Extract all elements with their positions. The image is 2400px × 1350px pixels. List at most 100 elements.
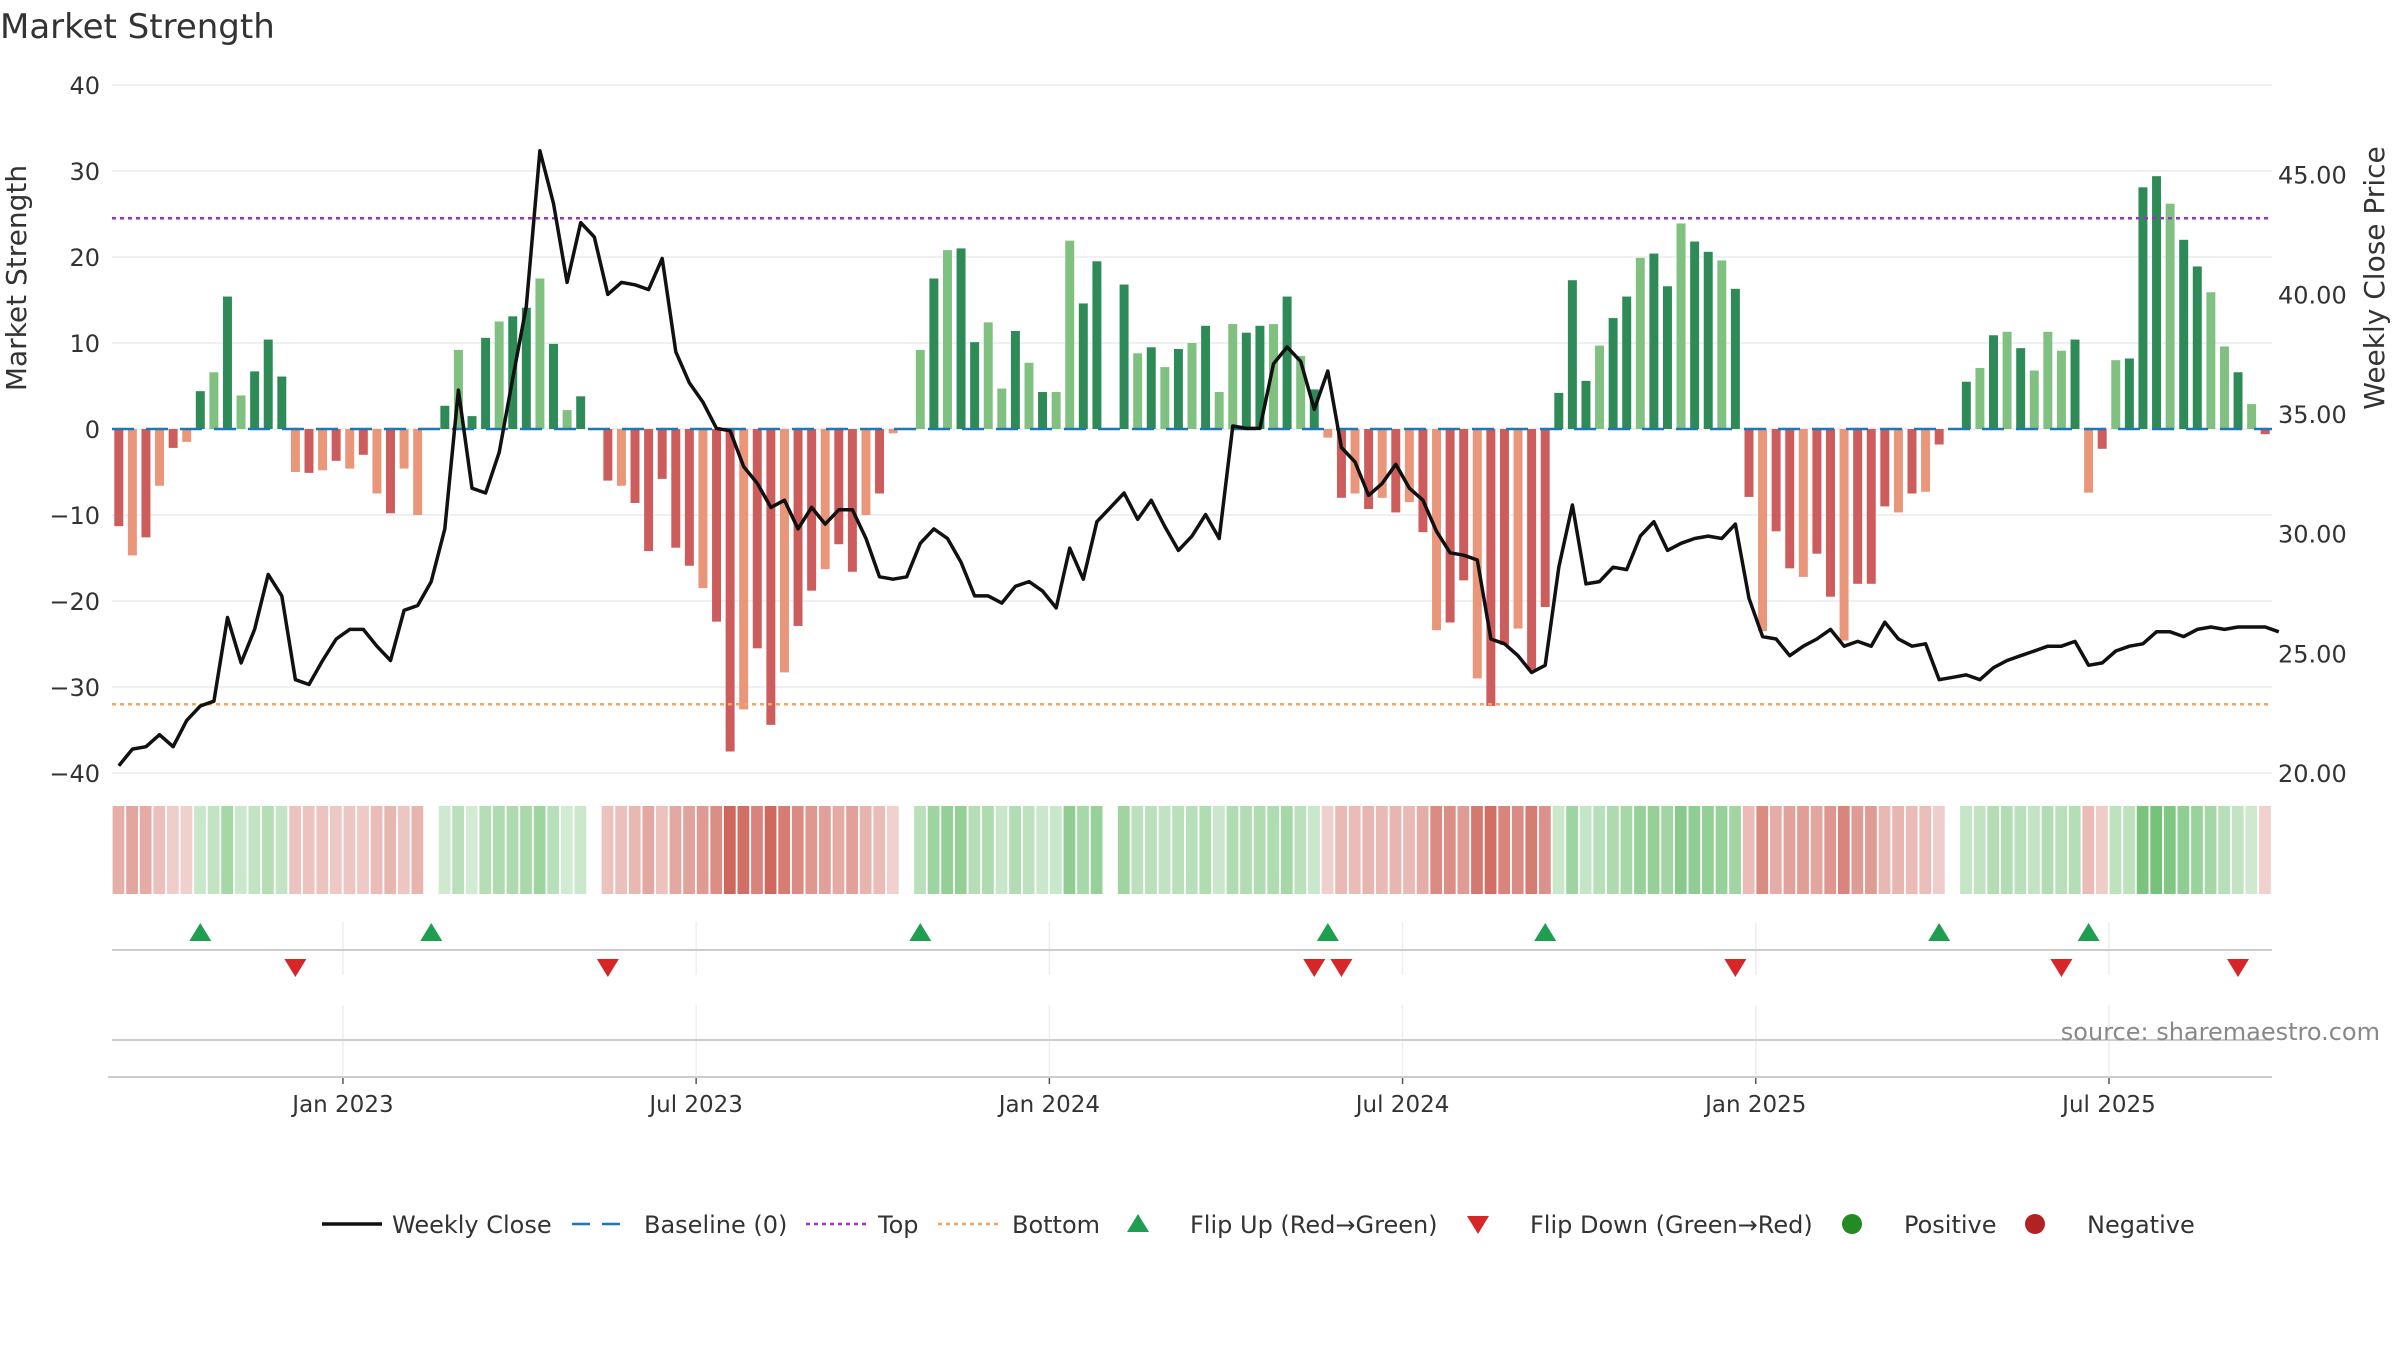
heat-cell-154 [2204,806,2217,894]
heat-cell-69 [1049,806,1062,894]
y2-tick-label-5: 20.00 [2278,760,2347,788]
strength-bar-86 [1282,296,1292,429]
strength-bar-133 [1921,429,1931,492]
heat-cell-48 [764,806,777,894]
strength-bar-116 [1690,241,1700,429]
strength-bar-24 [440,405,450,429]
heat-cell-24 [438,806,451,894]
strength-bar-4 [168,429,178,448]
heat-cell-130 [1878,806,1891,894]
x-tick-label-4: Jan 2025 [1703,1092,1806,1118]
heat-cell-46 [737,806,750,894]
strength-bar-37 [616,429,626,486]
y2-tick-label-0: 45.00 [2278,162,2347,190]
strength-bar-129 [1866,429,1876,584]
y-tick-label-5: −10 [49,502,100,530]
source-note: source: sharemaestro.com [2061,1018,2380,1046]
strength-bar-155 [2219,346,2229,429]
heat-cell-61 [941,806,954,894]
heat-cell-152 [2177,806,2190,894]
strength-bar-89 [1323,429,1333,438]
strength-bar-72 [1092,261,1102,429]
heat-cell-119 [1729,806,1741,894]
strength-bar-102 [1499,429,1509,645]
strength-bar-153 [2192,266,2202,429]
heat-cell-65 [995,806,1008,894]
heat-cell-35 [588,806,600,894]
axes-layer: 40 30 20 10 0 −10 −20 −30 −40 45.00 40.00 35.00 30.0… [49,72,2346,1118]
strength-bar-156 [2233,372,2243,429]
strength-bar-47 [752,429,762,649]
strength-bar-68 [1038,392,1048,429]
y-tick-label-0: 40 [69,72,100,100]
strength-bar-100 [1472,429,1482,679]
heat-cell-79 [1185,806,1198,894]
flip-up-marker-3 [1316,923,1339,941]
heat-cell-10 [248,806,261,894]
strength-bar-134 [1934,429,1944,445]
strength-bar-107 [1567,280,1577,429]
heat-cell-136 [1960,806,1972,894]
strength-bar-36 [603,429,613,481]
legend-label-1: Baseline (0) [644,1211,787,1239]
strength-bar-111 [1622,296,1632,429]
heat-cell-60 [927,806,940,894]
weekly-close-series [117,149,2280,767]
legend-label-5: Flip Down (Green→Red) [1530,1211,1813,1239]
y-tick-label-8: −40 [49,760,100,788]
strength-bar-93 [1377,429,1387,498]
heat-cell-156 [2231,806,2244,894]
heat-cell-47 [751,806,763,894]
strength-bar-127 [1839,429,1849,641]
strength-bar-70 [1065,240,1075,429]
heat-cell-114 [1661,806,1674,894]
heat-cell-38 [628,806,641,894]
strength-bar-87 [1296,355,1306,429]
heat-cell-71 [1077,806,1089,894]
heat-cell-2 [139,806,152,894]
strength-bar-136 [1961,381,1971,429]
strength-bar-55 [861,429,871,515]
heat-cell-54 [846,806,858,894]
strength-bar-83 [1241,332,1251,429]
strength-bar-115 [1676,223,1686,429]
x-tick-label-5: Jul 2025 [2060,1092,2156,1118]
heat-cell-81 [1212,806,1225,894]
heat-cell-95 [1403,806,1415,894]
heat-cell-8 [221,806,234,894]
strength-bar-13 [290,429,300,472]
y-tick-label-4: 0 [85,416,100,444]
y2-tick-label-2: 35.00 [2278,401,2347,429]
heat-cell-139 [2000,806,2013,894]
heat-cell-16 [329,806,342,894]
strength-bar-75 [1133,353,1143,429]
strength-bar-12 [277,376,287,429]
heat-cell-84 [1253,806,1266,894]
heat-cell-141 [2028,806,2040,894]
strength-bar-60 [929,278,939,429]
heat-cell-63 [968,806,981,894]
strength-bar-27 [481,337,491,429]
strength-bar-125 [1812,429,1822,554]
strength-bar-63 [970,342,980,429]
heat-cell-128 [1851,806,1864,894]
heat-cell-62 [954,806,967,894]
strength-bar-65 [997,388,1007,429]
strength-bar-41 [671,429,681,548]
heat-cell-145 [2082,806,2095,894]
strength-bar-16 [331,429,341,461]
strength-bar-82 [1228,324,1238,429]
heat-cell-105 [1539,806,1551,894]
heat-cell-144 [2068,806,2081,894]
heat-cell-25 [452,806,465,894]
strength-bar-122 [1771,429,1781,532]
heat-cell-102 [1498,806,1511,894]
y2-tick-label-1: 40.00 [2278,281,2347,309]
heat-cell-148 [2123,806,2135,894]
strength-bar-112 [1635,257,1645,429]
strength-heat-strip [112,806,2271,894]
strength-bar-140 [2016,348,2026,429]
strength-bar-57 [888,429,898,434]
y-tick-label-6: −20 [49,588,100,616]
